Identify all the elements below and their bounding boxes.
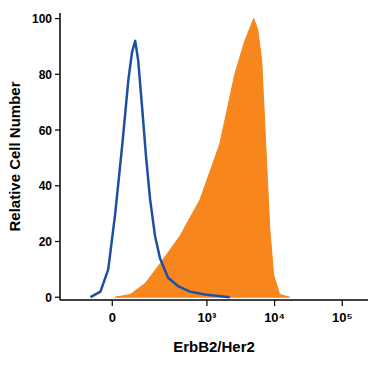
x-axis-label: ErbB2/Her2 [173,338,255,355]
y-tick-label: 40 [39,179,53,193]
y-tick-label: 60 [39,124,53,138]
x-tick [206,300,207,306]
y-axis-label: Relative Cell Number [6,81,23,231]
line-series [90,41,229,297]
x-axis [60,299,368,301]
y-tick [55,185,60,186]
y-tick [55,74,60,75]
x-tick-label: 10⁴ [264,310,285,325]
y-tick-label: 0 [45,291,52,305]
y-tick [55,241,60,242]
y-tick-label: 80 [39,68,53,82]
x-tick [342,300,343,306]
y-axis [59,13,61,300]
y-tick-label: 20 [39,235,53,249]
y-tick [55,129,60,130]
y-tick [55,297,60,298]
x-tick [274,300,275,306]
y-tick [55,18,60,19]
chart: 0 20 40 60 80 100 0 10³ 10⁴ 10⁵ ErbB2/Her2 Relative… [0,0,371,372]
x-tick-label: 10⁵ [332,310,353,325]
plot-area [90,19,289,298]
y-tick-label: 100 [32,12,52,26]
x-tick [112,300,113,306]
x-tick-label: 0 [109,310,116,325]
area-series [115,19,289,298]
x-tick-label: 10³ [198,310,217,325]
